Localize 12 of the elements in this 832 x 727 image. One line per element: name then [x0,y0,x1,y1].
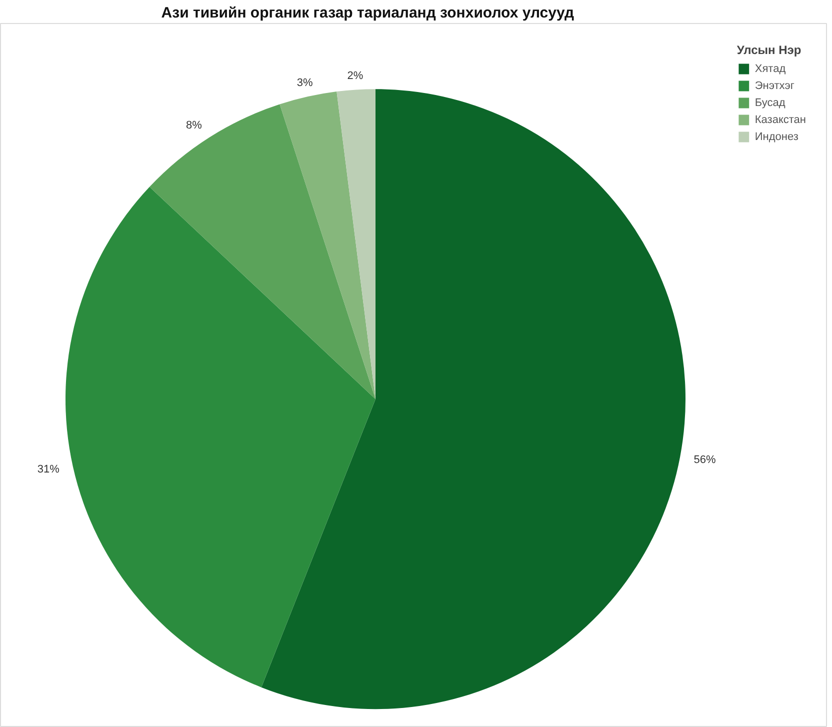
data-label: 3% [296,77,313,90]
legend-label: Хятад [754,62,786,75]
legend-label: Бусад [754,96,786,109]
data-label: 56% [694,454,716,466]
data-label: 8% [186,120,202,132]
legend-title: Улсын Нэр [736,43,802,57]
legend-label: Казакстан [754,113,806,126]
data-label: 2% [347,70,364,82]
data-label: 31% [37,464,60,476]
legend-label: Индонез [754,130,798,143]
chart-title: Ази тивийн органик газар тариаланд зонхиолох улсууд [161,4,574,22]
legend-label: Энэтхэг [754,79,794,92]
